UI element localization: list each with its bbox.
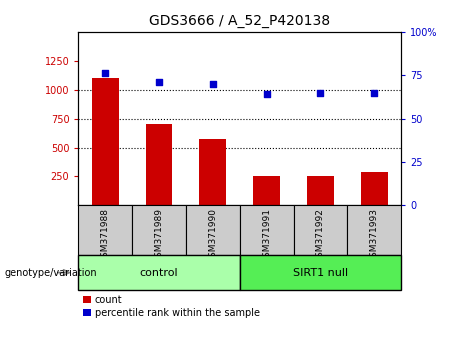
Bar [307,176,334,205]
Bar [199,139,226,205]
Point [371,90,378,96]
Point [263,91,270,97]
Bar [186,205,240,255]
Bar [294,205,347,255]
Bar [146,124,172,205]
Point [101,71,109,76]
Text: GSM371989: GSM371989 [154,208,164,263]
Text: control: control [140,268,178,278]
Point [155,79,163,85]
Bar [361,172,388,205]
Point [317,90,324,96]
Legend: count, percentile rank within the sample: count, percentile rank within the sample [83,295,260,318]
Text: GSM371993: GSM371993 [370,208,378,263]
Bar [78,255,240,290]
Text: GSM371992: GSM371992 [316,208,325,263]
Bar [240,205,294,255]
Text: GSM371990: GSM371990 [208,208,217,263]
Bar [240,255,401,290]
Bar [92,78,118,205]
Point [209,81,217,87]
Title: GDS3666 / A_52_P420138: GDS3666 / A_52_P420138 [149,14,330,28]
Bar [132,205,186,255]
Bar [78,205,132,255]
Text: genotype/variation: genotype/variation [5,268,97,278]
Text: GSM371991: GSM371991 [262,208,271,263]
Text: GSM371988: GSM371988 [101,208,110,263]
Bar [347,205,401,255]
Text: SIRT1 null: SIRT1 null [293,268,348,278]
Bar [253,176,280,205]
